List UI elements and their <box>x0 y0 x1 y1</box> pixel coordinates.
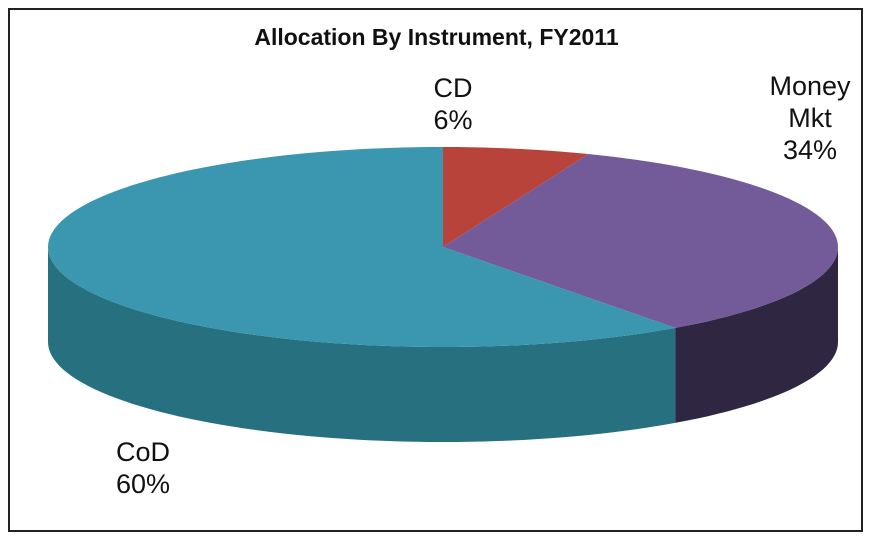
slice-side <box>675 247 838 423</box>
slice <box>443 154 838 328</box>
category-label: CD <box>433 73 473 103</box>
slice <box>443 147 589 247</box>
data-label: CD 6% <box>393 72 513 136</box>
slice <box>48 147 676 347</box>
value-label: 34% <box>782 135 838 165</box>
data-label: CoD 60% <box>83 436 203 500</box>
value-label: 6% <box>433 105 473 135</box>
value-label: 60% <box>115 469 171 499</box>
data-label: Money Mkt 34% <box>755 70 865 166</box>
slice-side <box>48 247 676 442</box>
category-label: CoD <box>115 437 170 467</box>
chart-frame <box>8 8 863 532</box>
category-label: Money Mkt <box>769 71 851 133</box>
chart-title: Allocation By Instrument, FY2011 <box>254 24 619 50</box>
